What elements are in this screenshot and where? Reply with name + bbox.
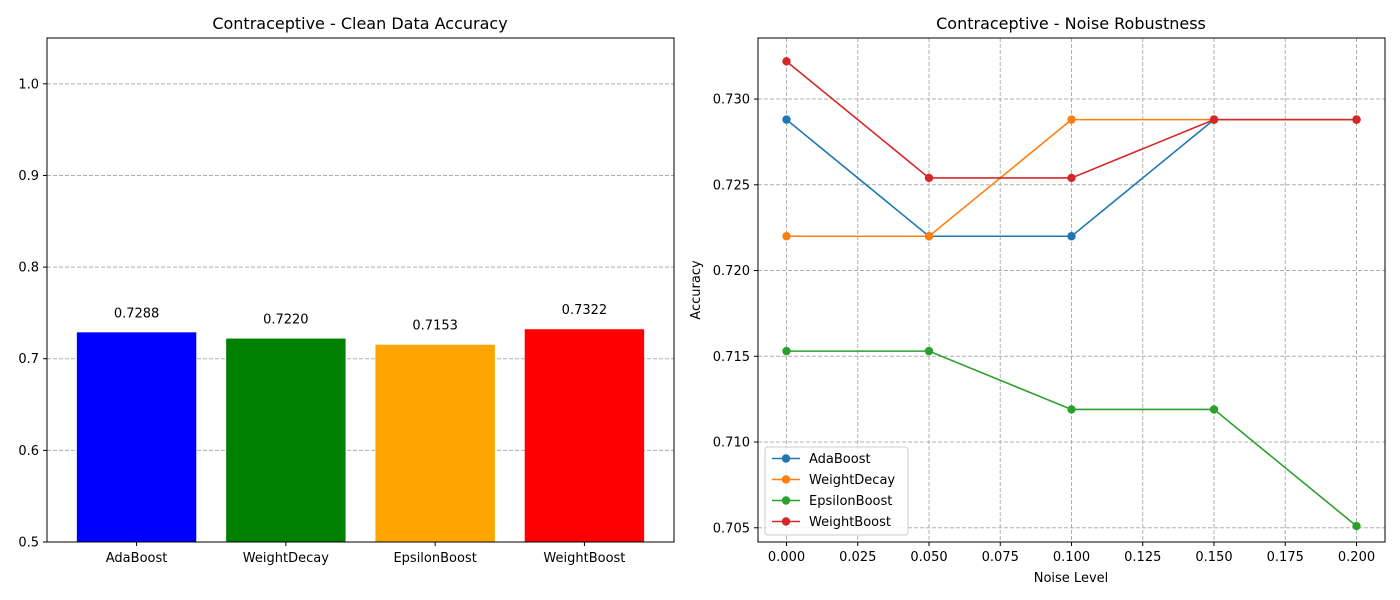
line-chart-x-tick-label: 0.175 [1267,550,1304,565]
line-chart-title: Contraceptive - Noise Robustness [936,14,1206,33]
line-chart-y-tick-label: 0.730 [713,93,750,108]
line-chart: Contraceptive - Noise Robustness 0.7050.… [689,14,1386,586]
legend-item-weightboost: WeightBoost [772,515,891,530]
legend-item-adaboost: AdaBoost [772,452,871,467]
bar-chart-bars [76,329,645,542]
bar-weightboost [524,329,645,542]
series-weightboost [782,57,1361,183]
line-chart-x-tick-label: 0.075 [982,550,1019,565]
data-point-weightboost [782,57,791,66]
line-chart-x-axis-label: Noise Level [1034,571,1109,586]
line-chart-x-tick-label: 0.100 [1053,550,1090,565]
legend-marker [781,517,791,526]
line-chart-x-tick-label: 0.200 [1338,550,1375,565]
bar-chart-x-tick-label: WeightDecay [243,551,329,566]
bar-chart-x-tick-label: AdaBoost [106,551,168,566]
bar-chart-y-tick-label: 0.9 [18,169,39,184]
bar-value-label: 0.7288 [114,306,160,321]
legend-marker [781,496,791,505]
data-point-weightboost [1352,115,1361,124]
bar-chart-y-tick-label: 0.6 [18,444,39,459]
legend-label: WeightDecay [809,473,895,488]
bar-value-label: 0.7322 [562,303,608,318]
line-chart-x-tick-label: 0.025 [839,550,876,565]
legend-label: AdaBoost [809,452,871,467]
bar-chart-x-ticks: AdaBoost WeightDecay EpsilonBoost WeightBoo… [106,542,625,566]
bar-adaboost [76,332,197,542]
line-chart-y-tick-label: 0.715 [713,350,750,365]
line-chart-y-tick-label: 0.720 [713,264,750,279]
bar-chart-y-tick-label: 1.0 [18,77,39,92]
series-epsilonboost [782,346,1361,531]
bar-chart-y-tick-label: 0.5 [18,536,39,551]
line-chart-series [782,57,1361,531]
legend-label: EpsilonBoost [809,494,892,509]
legend-box [764,446,909,536]
data-point-epsilonboost [1209,405,1219,414]
line-chart-y-ticks: 0.705 0.710 0.715 0.720 0.725 0.730 [713,93,758,536]
bar-chart-x-tick-label: WeightBoost [543,551,625,566]
legend-marker [781,454,791,463]
data-point-weightdecay [782,232,791,241]
data-point-epsilonboost [1067,405,1076,414]
legend-item-epsilonboost: EpsilonBoost [772,494,892,509]
line-chart-y-tick-label: 0.725 [713,178,750,193]
line-chart-x-tick-label: 0.000 [768,550,805,565]
line-chart-legend: AdaBoost WeightDecay EpsilonBoost WeightBoo… [764,446,909,536]
line-chart-x-tick-label: 0.125 [1124,550,1161,565]
line-chart-y-axis-label: Accuracy [689,260,704,320]
bar-chart-frame [46,37,675,543]
bar-chart-title: Contraceptive - Clean Data Accuracy [212,14,507,33]
bar-chart-y-ticks: 0.5 0.6 0.7 0.8 0.9 1.0 [18,77,47,551]
data-point-adaboost [782,115,791,124]
data-point-epsilonboost [1352,521,1361,531]
data-point-weightboost [1209,115,1219,124]
line-chart-x-ticks: 0.000 0.025 0.050 0.075 0.100 0.125 0.150 0.175… [768,542,1375,565]
data-point-epsilonboost [924,346,934,356]
bar-epsilonboost [375,344,495,542]
legend-label: WeightBoost [809,515,891,530]
data-point-weightboost [1067,173,1076,183]
bar-value-label: 0.7153 [412,319,458,334]
bar-weightdecay [226,338,346,542]
legend-marker [781,475,791,484]
line-chart-x-tick-label: 0.150 [1195,550,1232,565]
bar-chart-x-tick-label: EpsilonBoost [393,551,476,566]
legend-item-weightdecay: WeightDecay [772,473,895,488]
bar-value-label: 0.7220 [263,313,309,328]
bar-chart: Contraceptive - Clean Data Accuracy 0.72… [18,14,675,566]
data-point-weightboost [924,173,934,183]
line-chart-y-tick-label: 0.710 [713,436,750,451]
data-point-weightdecay [1067,115,1076,124]
data-point-epsilonboost [782,346,791,356]
line-chart-frame [757,37,1386,543]
line-chart-x-tick-label: 0.050 [910,550,947,565]
line-chart-y-tick-label: 0.705 [713,521,750,536]
bar-chart-y-tick-label: 0.7 [18,352,39,367]
data-point-adaboost [1067,232,1076,241]
bar-chart-value-labels: 0.7288 0.7220 0.7153 0.7322 [114,303,607,333]
bar-chart-y-tick-label: 0.8 [18,261,39,276]
data-point-weightdecay [924,232,934,241]
